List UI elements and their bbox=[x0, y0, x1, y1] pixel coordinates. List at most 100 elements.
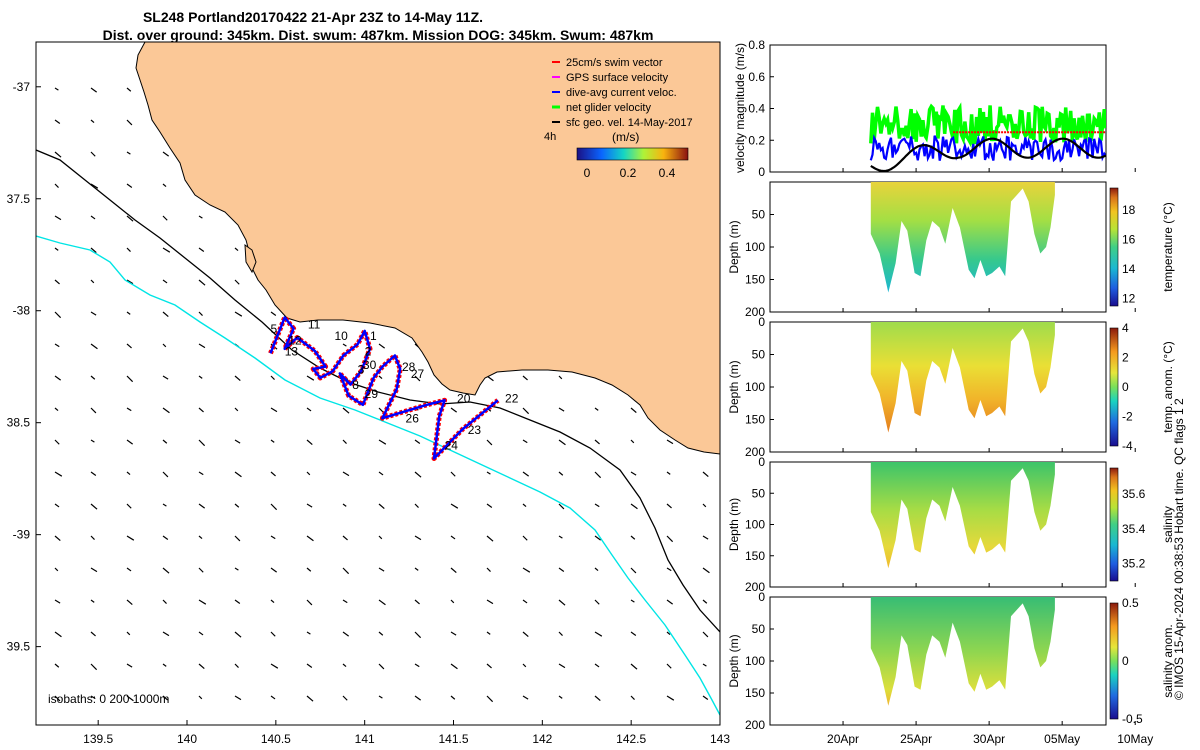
current-arrow bbox=[702, 631, 709, 638]
current-arrow bbox=[162, 439, 168, 444]
current-arrow bbox=[306, 567, 312, 572]
section-colorbar bbox=[1109, 467, 1119, 582]
current-arrow bbox=[378, 343, 386, 349]
velocity-y-tick-label: 0 bbox=[758, 165, 765, 179]
section-y-tick-label: 200 bbox=[745, 305, 765, 319]
map-y-tick-label: 37.5 bbox=[7, 192, 31, 206]
current-arrow bbox=[414, 535, 422, 541]
section-y-tick-label: 50 bbox=[752, 208, 766, 222]
current-arrow bbox=[739, 472, 743, 476]
current-arrow bbox=[450, 503, 459, 509]
current-arrow bbox=[594, 599, 600, 605]
current-arrow bbox=[558, 535, 563, 539]
map-x-tick-label: 140.5 bbox=[261, 732, 291, 746]
current-arrow bbox=[342, 663, 347, 668]
section-panel-salinity: 0 50 100 150 200 Depth (m) 35.6 35.4 35.2 salinit… bbox=[727, 455, 1175, 594]
current-arrow bbox=[54, 151, 62, 158]
section-y-tick-label: 100 bbox=[745, 240, 765, 254]
current-arrow bbox=[630, 567, 637, 574]
current-arrow bbox=[702, 503, 707, 508]
current-arrow bbox=[126, 183, 133, 189]
current-arrow bbox=[126, 631, 131, 636]
current-arrow bbox=[270, 599, 275, 604]
current-arrow bbox=[126, 215, 134, 222]
current-arrow bbox=[739, 312, 743, 315]
current-arrow bbox=[414, 503, 419, 508]
current-arrow bbox=[270, 471, 276, 477]
current-arrow bbox=[558, 407, 565, 412]
current-arrow bbox=[126, 599, 133, 606]
land-mass bbox=[135, 42, 720, 455]
current-arrow bbox=[342, 599, 348, 604]
current-arrow bbox=[486, 471, 491, 475]
current-arrow bbox=[234, 471, 242, 478]
section-panel-sal_anom: 0 50 100 150 200 Depth (m) 0.5 0 -0.5 salinity an… bbox=[727, 590, 1175, 732]
section-ylabel: Depth (m) bbox=[727, 498, 741, 551]
current-arrow bbox=[126, 535, 135, 541]
current-arrow bbox=[234, 567, 239, 571]
current-arrow bbox=[342, 631, 350, 637]
colorbar-tick-label: 18 bbox=[1122, 203, 1136, 217]
map-y-ticks: -37 37.5 -38 38.5 -39 39.5 bbox=[7, 80, 41, 654]
current-arrow bbox=[270, 375, 275, 380]
velocity-panel: 0 0.2 0.4 0.6 0.8 velocity magnitude (m/s) bbox=[733, 38, 1136, 179]
current-arrow bbox=[522, 407, 530, 415]
map-x-tick-label: 143 bbox=[710, 732, 730, 746]
current-arrow bbox=[739, 568, 744, 572]
velocity-y-ticks: 0 0.2 0.4 0.6 0.8 bbox=[748, 38, 1136, 179]
current-arrow bbox=[198, 535, 203, 540]
current-arrow bbox=[342, 407, 350, 414]
day-label: 5 bbox=[271, 322, 278, 336]
day-label: 23 bbox=[468, 423, 482, 437]
current-arrow bbox=[234, 599, 241, 605]
section-y-tick-label: 50 bbox=[752, 486, 766, 500]
current-arrow bbox=[486, 535, 494, 542]
day-label: 1 bbox=[370, 329, 377, 343]
legend-net: net glider velocity bbox=[566, 102, 651, 114]
current-arrow bbox=[126, 503, 132, 509]
current-arrow bbox=[126, 663, 133, 668]
speed-colorbar-tick-04: 0.4 bbox=[659, 166, 676, 180]
current-arrow bbox=[198, 311, 203, 316]
current-arrow bbox=[630, 663, 638, 670]
current-arrow bbox=[90, 503, 98, 510]
velocity-lines bbox=[869, 102, 1106, 172]
section-data-field bbox=[870, 597, 1055, 706]
current-arrow bbox=[162, 631, 170, 637]
current-arrow bbox=[414, 599, 420, 605]
current-arrow bbox=[270, 567, 278, 573]
footer-credit: © IMOS 15-Apr-2024 00:38:53 Hobart time.… bbox=[1172, 398, 1186, 700]
current-arrow bbox=[486, 503, 493, 509]
current-arrow bbox=[162, 247, 171, 253]
velocity-series-line bbox=[869, 134, 1106, 163]
current-arrow bbox=[630, 631, 637, 637]
current-arrow bbox=[703, 728, 709, 733]
current-arrow bbox=[342, 471, 350, 477]
colorbar-tick-label: 14 bbox=[1122, 262, 1136, 276]
map-legend: 25cm/s swim vector GPS surface velocity … bbox=[544, 57, 693, 180]
colorbar-tick-label: 0.5 bbox=[1122, 596, 1139, 610]
date-tick-label: 20Apr bbox=[827, 732, 859, 746]
current-arrow bbox=[414, 663, 420, 668]
current-arrow bbox=[522, 631, 529, 638]
current-arrow bbox=[739, 728, 743, 732]
current-arrow bbox=[378, 471, 384, 476]
legend-swim: 25cm/s swim vector bbox=[566, 57, 663, 69]
current-arrow bbox=[234, 663, 239, 668]
section-y-tick-label: 200 bbox=[745, 718, 765, 732]
colorbar-tick-label: 35.2 bbox=[1122, 557, 1146, 571]
current-arrow bbox=[90, 279, 95, 284]
current-arrow bbox=[270, 535, 276, 540]
current-arrow bbox=[306, 695, 314, 702]
current-arrow bbox=[415, 728, 418, 731]
current-arrow bbox=[54, 471, 63, 477]
colorbar-title: (m/s) bbox=[612, 130, 639, 144]
current-arrow bbox=[162, 695, 168, 701]
current-arrow bbox=[450, 567, 457, 574]
section-y-tick-label: 100 bbox=[745, 654, 765, 668]
current-arrow bbox=[630, 535, 636, 540]
colorbar-tick-label: 16 bbox=[1122, 233, 1136, 247]
section-panel-temp_anom: 0 50 100 150 200 Depth (m) 4 2 0 -2 -4 temp. anom. … bbox=[727, 315, 1175, 459]
